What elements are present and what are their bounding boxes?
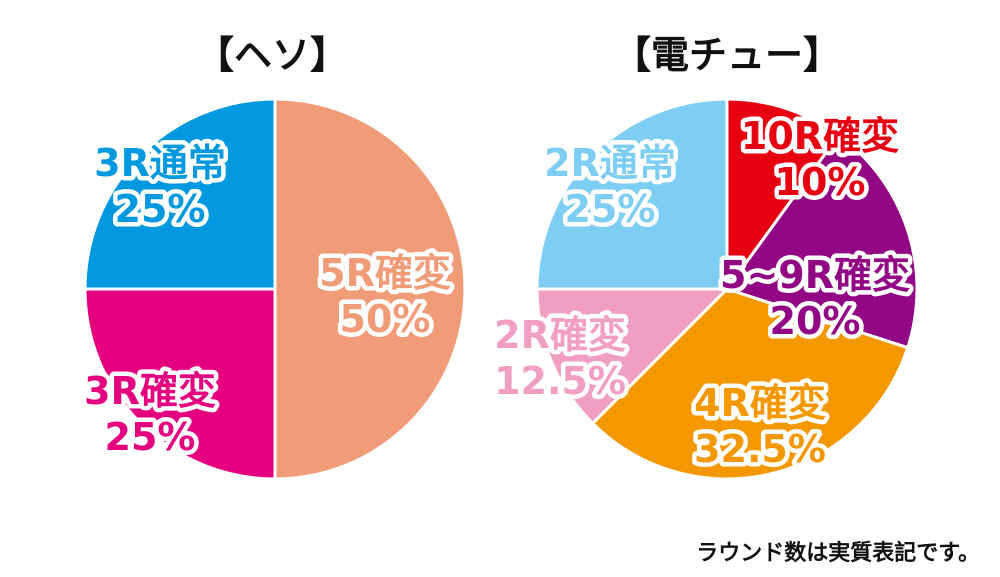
pie-slice-5r-kakuhen bbox=[273, 97, 467, 481]
heso-pie: 5R確変 50%3R確変 25%3R通常 25% bbox=[80, 97, 467, 481]
slice-category-2r-tsujo: 2R通常 bbox=[544, 141, 676, 185]
slice-value-2r-kakuhen: 12.5% bbox=[494, 359, 626, 403]
pie-slice-2r-tsujo bbox=[535, 97, 729, 291]
slice-category-10r-kakuhen: 10R確変 bbox=[741, 114, 899, 158]
slice-label-2r-tsujo: 2R通常 25% bbox=[544, 141, 676, 231]
slice-label-2r-kakuhen: 2R確変 12.5% bbox=[494, 313, 626, 403]
slice-value-5r-kakuhen: 50% bbox=[340, 297, 431, 341]
slice-label-3r-kakuhen: 3R確変 25% bbox=[84, 369, 216, 459]
slice-label-5r-kakuhen: 5R確変 50% bbox=[319, 251, 451, 341]
slice-category-5-9r-kakuhen: 5~9R確変 bbox=[720, 253, 910, 297]
slice-value-3r-tsujo: 25% bbox=[115, 187, 206, 231]
slice-value-4r-kakuhen: 32.5% bbox=[694, 427, 826, 471]
slice-category-3r-kakuhen: 3R確変 bbox=[84, 369, 216, 413]
slice-value-5-9r-kakuhen: 20% bbox=[770, 299, 861, 343]
pie-slice-2r-kakuhen bbox=[535, 287, 729, 425]
pie-slice-5-9r-kakuhen bbox=[725, 133, 919, 350]
denchu-pie: 10R確変 10%5~9R確変 20%4R確変 32.5%2R確変 12.5%2R通常 2… bbox=[490, 97, 919, 481]
slice-category-5r-kakuhen: 5R確変 bbox=[319, 251, 451, 295]
denchu-chart-title: 【電チュー】 bbox=[613, 33, 841, 77]
pie-slice-3r-tsujo bbox=[83, 97, 277, 291]
slice-label-5-9r-kakuhen: 5~9R確変 20% bbox=[720, 253, 910, 343]
slice-value-10r-kakuhen: 10% bbox=[775, 160, 866, 204]
slice-category-3r-tsujo: 3R通常 bbox=[94, 141, 226, 185]
slice-label-4r-kakuhen: 4R確変 32.5% bbox=[694, 381, 826, 471]
slice-value-3r-kakuhen: 25% bbox=[105, 415, 196, 459]
heso-chart-title: 【ヘソ】 bbox=[196, 33, 348, 77]
slice-category-4r-kakuhen: 4R確変 bbox=[694, 381, 826, 425]
pie-slice-3r-kakuhen bbox=[83, 287, 277, 481]
pie-slice-10r-kakuhen bbox=[725, 97, 841, 291]
slice-category-2r-kakuhen: 2R確変 bbox=[494, 313, 626, 357]
slice-value-2r-tsujo: 25% bbox=[565, 187, 656, 231]
pie-slice-4r-kakuhen bbox=[591, 287, 910, 481]
footnote: ラウンド数は実質表記です。 bbox=[696, 540, 980, 566]
slice-label-10r-kakuhen: 10R確変 10% bbox=[741, 114, 899, 204]
slice-label-3r-tsujo: 3R通常 25% bbox=[94, 141, 226, 231]
